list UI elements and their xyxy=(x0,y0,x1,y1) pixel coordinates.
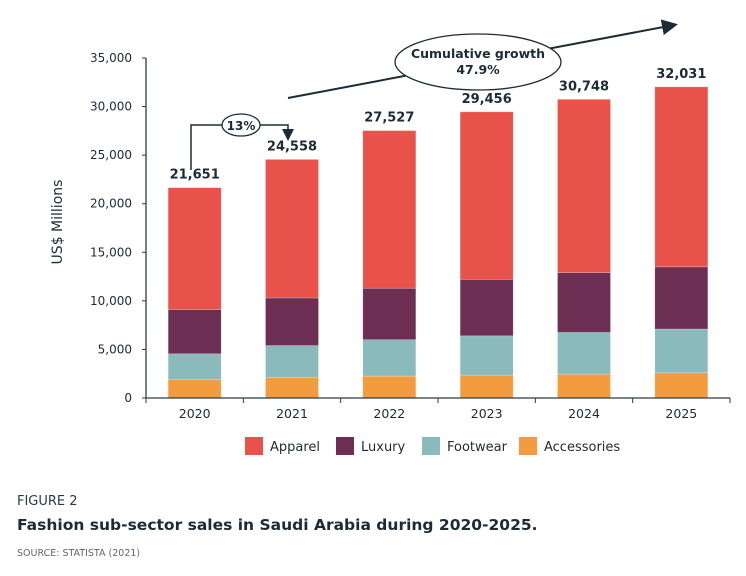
bar-segment-luxury xyxy=(459,279,514,337)
bars: 21,651 24,558 27,527 29,456 30,748 32,031 xyxy=(167,67,709,399)
legend-item-apparel: Apparel xyxy=(245,437,320,455)
y-tick-label: 0 xyxy=(124,391,132,405)
legend-item-footwear: Footwear xyxy=(422,437,508,455)
cumulative-label: Cumulative growth xyxy=(411,46,545,61)
bar-segment-footwear xyxy=(265,345,319,378)
cumulative-oval xyxy=(394,33,562,91)
bar-segment-footwear xyxy=(362,339,417,377)
x-tick-label: 2023 xyxy=(471,406,503,421)
x-tick-label: 2024 xyxy=(568,406,600,421)
legend-label: Luxury xyxy=(361,440,406,455)
y-tick-label: 15,000 xyxy=(90,245,132,259)
x-axis: 2020 2021 2022 2023 2024 2025 xyxy=(145,397,731,421)
bar-segment-luxury xyxy=(167,309,222,355)
bar-segment-accessories xyxy=(557,373,611,399)
bar-segment-footwear xyxy=(654,328,709,374)
bar-segment-accessories xyxy=(265,377,319,399)
bar-total-label: 29,456 xyxy=(462,92,512,107)
bar-segment-footwear xyxy=(459,335,514,376)
bar-segment-accessories xyxy=(167,379,222,399)
bar-segment-footwear xyxy=(557,332,611,375)
y-axis: 0 5,000 10,000 15,000 20,000 25,000 30,000 35,0… xyxy=(90,51,147,405)
x-tick-label: 2022 xyxy=(373,406,405,421)
bar-segment-apparel xyxy=(654,86,709,268)
bar-segment-apparel xyxy=(167,187,222,310)
yoy-growth-label: 13% xyxy=(227,119,256,133)
bar-total-label: 27,527 xyxy=(364,111,414,126)
y-tick-label: 35,000 xyxy=(90,51,132,65)
bar-total-label: 24,558 xyxy=(267,139,317,154)
bar-total-label: 30,748 xyxy=(559,79,609,94)
y-tick-label: 10,000 xyxy=(90,294,132,308)
bar-total-label: 32,031 xyxy=(656,67,706,82)
legend-swatch xyxy=(336,437,354,455)
bar-segment-apparel xyxy=(459,111,514,280)
y-tick-label: 5,000 xyxy=(98,342,132,356)
legend-swatch xyxy=(245,437,263,455)
bar-segment-apparel xyxy=(362,130,417,289)
y-axis-label: US$ Millions xyxy=(50,180,66,265)
legend-label: Accessories xyxy=(544,440,620,455)
legend-label: Apparel xyxy=(270,440,320,455)
legend-label: Footwear xyxy=(447,440,508,455)
figure-label: FIGURE 2 xyxy=(17,494,78,509)
stacked-bar-chart: 0 5,000 10,000 15,000 20,000 25,000 30,000 35,0… xyxy=(50,19,731,455)
bar-total-label: 21,651 xyxy=(170,168,220,183)
figure-title: Fashion sub-sector sales in Saudi Arabia… xyxy=(17,516,538,534)
legend-item-luxury: Luxury xyxy=(336,437,406,455)
cumulative-value: 47.9% xyxy=(456,62,500,77)
bar-segment-accessories xyxy=(654,372,709,399)
bar-segment-accessories xyxy=(459,374,514,399)
legend-swatch xyxy=(519,437,537,455)
legend-swatch xyxy=(422,437,440,455)
bar-segment-luxury xyxy=(654,266,709,330)
y-tick-label: 25,000 xyxy=(90,148,132,162)
y-tick-label: 30,000 xyxy=(90,100,132,114)
y-tick-label: 20,000 xyxy=(90,197,132,211)
x-tick-label: 2020 xyxy=(179,406,211,421)
bar-segment-luxury xyxy=(362,287,417,341)
x-tick-label: 2021 xyxy=(276,406,308,421)
bar-segment-luxury xyxy=(265,297,319,346)
bar-segment-apparel xyxy=(265,159,319,299)
figure-source: SOURCE: STATISTA (2021) xyxy=(17,548,141,559)
legend: Apparel Luxury Footwear Accessories xyxy=(245,437,620,455)
bar-segment-apparel xyxy=(557,99,611,273)
bar-segment-footwear xyxy=(167,353,222,380)
bar-segment-luxury xyxy=(557,272,611,333)
x-tick-label: 2025 xyxy=(665,406,697,421)
bar-segment-accessories xyxy=(362,375,417,399)
yoy-oval xyxy=(221,113,261,137)
legend-item-accessories: Accessories xyxy=(519,437,620,455)
